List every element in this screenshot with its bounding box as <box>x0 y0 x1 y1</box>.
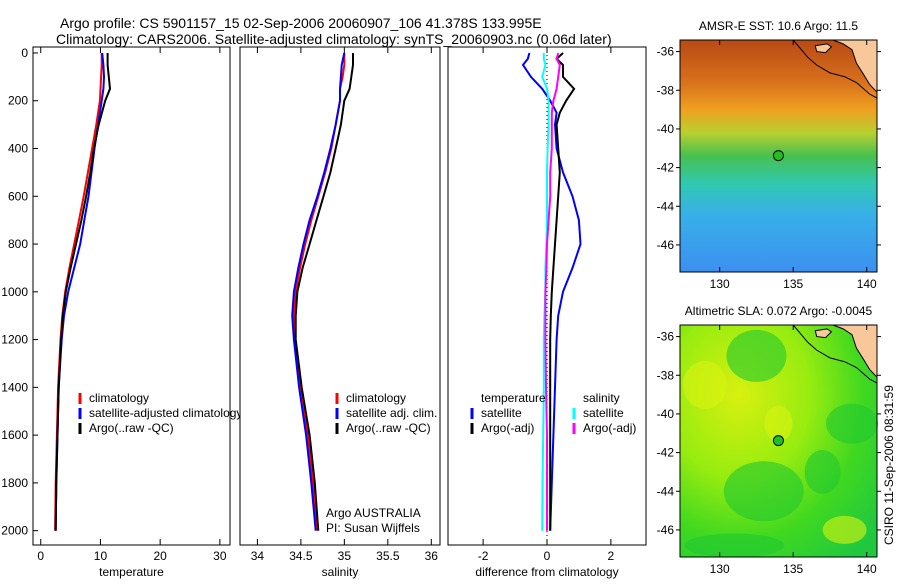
sla-anomaly-patch <box>764 405 793 442</box>
sla-anomaly-patch <box>726 329 787 382</box>
x-tick-label: 135 <box>783 277 803 291</box>
x-axis-label: temperature <box>99 565 164 579</box>
y-tick-label: 0 <box>21 46 28 60</box>
x-tick-label: 0 <box>37 549 44 563</box>
y-tick-label: 1600 <box>1 428 28 442</box>
y-tick-label: -42 <box>657 446 675 460</box>
y-tick-label: -40 <box>657 122 675 136</box>
sla-anomaly-patch <box>804 449 841 494</box>
x-tick-label: 140 <box>857 562 877 576</box>
y-tick-label: 1200 <box>1 333 28 347</box>
y-tick-label: -46 <box>657 238 675 252</box>
shelf-contour <box>792 324 878 384</box>
sla-anomaly-patch <box>826 403 879 444</box>
legend-label: climatology <box>89 391 149 405</box>
map-frame <box>679 39 878 273</box>
kangaroo-island <box>814 328 833 339</box>
y-tick-label: 2000 <box>1 524 28 538</box>
panel-difference: -2 0 2 difference from climatology temperatu… <box>447 46 647 579</box>
series-line-satellite-adj-clim- <box>291 52 346 531</box>
series-line-temperature-argo-adj- <box>549 52 576 531</box>
x-tick-label: 0 <box>544 549 551 563</box>
panel-salinity: 34 34.5 35 35.5 36 salinity climatologysatelli… <box>239 46 441 579</box>
y-tick-label: 600 <box>8 189 28 203</box>
sla-anomaly-patch <box>684 533 785 558</box>
panel-temperature: 0 10 20 30 temperature 0 200 400 600 800 1000 1200 1… <box>1 46 242 579</box>
y-tick-label: -36 <box>657 330 675 344</box>
sla-anomaly-patch <box>723 461 804 522</box>
kangaroo-island <box>814 43 833 54</box>
profile-annotation-line-1: Argo AUSTRALIA <box>326 506 421 520</box>
profile-annotation-line-2: PI: Susan Wijffels <box>326 521 420 535</box>
series-line-temperature-satellite <box>521 52 582 531</box>
x-axis-label: salinity <box>322 565 359 579</box>
y-tick-label: 800 <box>8 237 28 251</box>
y-tick-label: -44 <box>657 484 675 498</box>
legend-label: Argo(..raw -QC) <box>346 421 431 435</box>
x-tick-label: 35 <box>338 549 352 563</box>
map-frame <box>679 324 878 558</box>
legend-label: satellite <box>583 406 624 420</box>
x-axis-label: difference from climatology <box>475 565 618 579</box>
x-tick-label: 36 <box>425 549 439 563</box>
y-tick-label: 1800 <box>1 476 28 490</box>
plot-frame <box>32 46 231 546</box>
y-tick-label: -44 <box>657 199 675 213</box>
x-tick-label: -2 <box>478 549 489 563</box>
x-tick-label: 30 <box>213 549 227 563</box>
y-tick-label: 1400 <box>1 380 28 394</box>
sla-anomaly-patch <box>822 515 867 544</box>
x-tick-label: 34 <box>251 549 265 563</box>
x-tick-label: 130 <box>710 562 730 576</box>
x-tick-label: 130 <box>710 277 730 291</box>
shelf-contour <box>792 39 878 99</box>
map-title: Altimetric SLA: 0.072 Argo: -0.0045 <box>685 304 873 318</box>
panel-sst-map: AMSR-E SST: 10.6 Argo: 11.5 130 135 140 -36 -… <box>657 19 881 291</box>
x-tick-label: 140 <box>857 277 877 291</box>
x-tick-label: 35.5 <box>376 549 400 563</box>
legend-label: satellite-adjusted climatology <box>89 406 242 420</box>
series-line-argo-raw-qc- <box>54 53 112 531</box>
y-tick-label: -42 <box>657 161 675 175</box>
float-position-marker <box>772 435 784 447</box>
x-tick-label: 135 <box>783 562 803 576</box>
legend-label: Argo(-adj) <box>481 421 534 435</box>
panel-sla-map: Altimetric SLA: 0.072 Argo: -0.0045 130 13… <box>657 304 881 576</box>
y-tick-label: 200 <box>8 94 28 108</box>
x-tick-label: 10 <box>94 549 108 563</box>
x-tick-label: 2 <box>608 549 615 563</box>
title-line-2: Climatology: CARS2006. Satellite-adjuste… <box>56 31 612 47</box>
series-line-salinity-argo-adj- <box>544 52 561 531</box>
y-tick-label: -38 <box>657 368 675 382</box>
timestamp-stamp: CSIRO 11-Sep-2006 08:31:59 <box>882 385 896 545</box>
legend-label: satellite <box>481 406 522 420</box>
legend-label: Argo(-adj) <box>583 421 636 435</box>
sla-anomaly-patch <box>682 360 727 409</box>
legend-label: satellite adj. clim. <box>346 406 437 420</box>
y-tick-label: -40 <box>657 407 675 421</box>
legend-header: salinity <box>583 391 620 405</box>
y-tick-label: -46 <box>657 523 675 537</box>
y-tick-label: -38 <box>657 83 675 97</box>
legend-header: temperature <box>481 391 546 405</box>
map-title: AMSR-E SST: 10.6 Argo: 11.5 <box>699 19 859 33</box>
series-line-argo-raw-qc- <box>294 53 354 531</box>
title-line-1: Argo profile: CS 5901157_15 02-Sep-2006 … <box>60 15 542 31</box>
y-tick-label: -36 <box>657 45 675 59</box>
plot-frame <box>239 46 441 546</box>
series-line-salinity-satellite <box>541 53 550 531</box>
float-position-marker <box>772 150 784 162</box>
y-tick-label: 1000 <box>1 285 28 299</box>
x-tick-label: 20 <box>153 549 167 563</box>
legend-label: Argo(..raw -QC) <box>89 421 174 435</box>
x-tick-label: 34.5 <box>289 549 313 563</box>
legend-label: climatology <box>346 391 406 405</box>
y-tick-label: 400 <box>8 142 28 156</box>
